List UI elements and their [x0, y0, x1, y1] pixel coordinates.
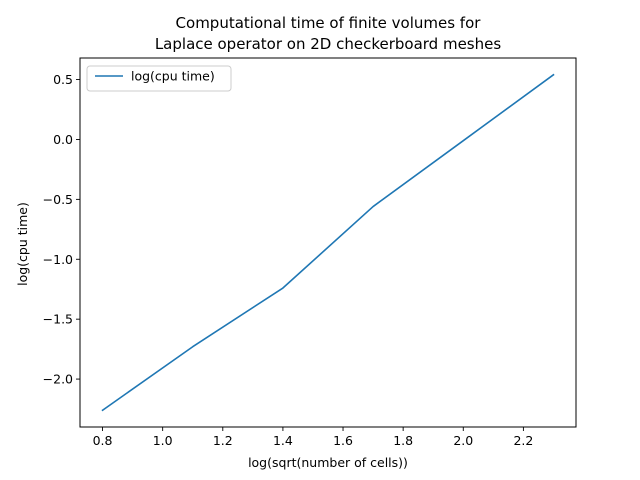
x-tick-label: 1.8	[393, 433, 413, 448]
data-point	[462, 140, 464, 142]
y-tick-label: 0.0	[53, 132, 73, 147]
legend-box	[86, 65, 232, 92]
x-axis-ticks: 0.8 1.0 1.2 1.4 1.6 1.8 2.0 2.2	[93, 427, 533, 448]
y-axis-ticks: 0.5 0.0 −0.5 −1.0 −1.5 −2.0	[43, 72, 80, 387]
y-axis-label: log(cpu time)	[15, 202, 30, 286]
x-tick-label: 1.2	[213, 433, 233, 448]
x-tick-label: 1.0	[153, 433, 173, 448]
x-tick-label: 0.8	[93, 433, 113, 448]
legend: log(cpu time)	[86, 65, 232, 92]
legend-label: log(cpu time)	[131, 69, 215, 84]
data-point	[102, 409, 104, 411]
axes-frame	[79, 57, 577, 428]
line-layer	[101, 73, 555, 412]
x-tick-label: 2.0	[453, 433, 473, 448]
x-axis-label: log(sqrt(number of cells))	[248, 455, 408, 470]
y-tick-label: 0.5	[53, 72, 73, 87]
y-tick-label: −2.0	[43, 372, 73, 387]
y-tick-label: −1.5	[43, 312, 73, 327]
plot-area: 0.8 1.0 1.2 1.4 1.6 1.8 2.0 2.2 0.5 0.0 −0.5 −1.0 −…	[43, 57, 577, 448]
data-point	[282, 287, 284, 289]
chart-title-line-2: Laplace operator on 2D checkerboard mesh…	[155, 35, 502, 53]
x-tick-label: 1.4	[273, 433, 293, 448]
data-point	[553, 74, 555, 76]
chart-title-line-1: Computational time of finite volumes for	[176, 14, 482, 32]
x-tick-label: 1.6	[333, 433, 353, 448]
data-point	[192, 346, 194, 348]
series-line-0	[101, 73, 555, 412]
y-tick-label: −1.0	[43, 252, 73, 267]
data-point	[372, 206, 374, 208]
x-tick-label: 2.2	[513, 433, 533, 448]
y-tick-label: −0.5	[43, 192, 73, 207]
